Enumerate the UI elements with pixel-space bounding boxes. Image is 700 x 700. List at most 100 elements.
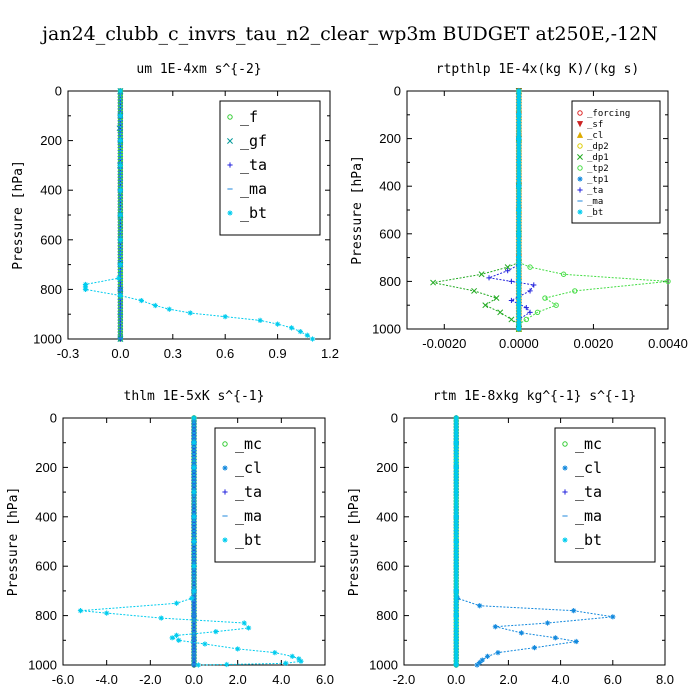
series-group bbox=[453, 415, 616, 668]
data-point bbox=[516, 116, 522, 123]
data-point bbox=[484, 653, 491, 659]
data-point bbox=[516, 111, 522, 117]
data-point bbox=[508, 316, 515, 323]
data-point bbox=[453, 554, 459, 560]
legend-box bbox=[554, 427, 656, 563]
data-point bbox=[453, 572, 459, 578]
data-point bbox=[560, 271, 567, 277]
x-tick-label: -0.3 bbox=[57, 346, 79, 361]
data-point bbox=[531, 282, 537, 288]
series-line-bt bbox=[85, 91, 313, 340]
data-point bbox=[453, 498, 459, 504]
x-tick-label: -2.0 bbox=[393, 672, 415, 687]
data-point bbox=[516, 302, 522, 308]
x-tick-label: 4.0 bbox=[272, 672, 290, 687]
data-point bbox=[516, 131, 522, 137]
data-point bbox=[516, 214, 522, 220]
data-point bbox=[453, 566, 459, 572]
data-point bbox=[453, 510, 459, 516]
legend-marker bbox=[577, 110, 583, 116]
data-point bbox=[138, 297, 144, 304]
data-point bbox=[516, 174, 522, 180]
data-point bbox=[453, 465, 459, 471]
data-point bbox=[453, 548, 459, 554]
x-tick-label: -4.0 bbox=[95, 672, 117, 687]
data-point bbox=[665, 278, 671, 285]
data-point bbox=[189, 595, 195, 601]
data-point bbox=[213, 629, 219, 635]
data-point bbox=[191, 464, 197, 470]
data-point bbox=[516, 322, 522, 328]
data-point bbox=[516, 219, 522, 225]
y-tick-label: 800 bbox=[40, 282, 62, 297]
data-point bbox=[516, 188, 522, 194]
data-point bbox=[516, 119, 522, 126]
legend-entry: _cl bbox=[575, 459, 602, 477]
y-tick-label: 800 bbox=[376, 608, 398, 623]
data-point bbox=[516, 225, 522, 231]
x-tick-label: 6.0 bbox=[316, 672, 334, 687]
legend-marker bbox=[222, 441, 228, 447]
data-point bbox=[516, 308, 522, 314]
data-point bbox=[453, 483, 459, 489]
data-point bbox=[516, 265, 522, 271]
x-tick-label: -6.0 bbox=[52, 672, 74, 687]
data-point bbox=[117, 187, 123, 193]
series-line-bt bbox=[80, 418, 302, 666]
data-point bbox=[453, 545, 459, 552]
y-tick-label: 200 bbox=[40, 133, 62, 148]
data-point bbox=[531, 645, 538, 651]
data-point bbox=[453, 646, 459, 652]
x-tick-label: 0.0020 bbox=[574, 336, 614, 351]
y-tick-label: 200 bbox=[376, 460, 398, 475]
data-point bbox=[453, 418, 459, 424]
x-tick-label: 2.0 bbox=[499, 672, 517, 687]
data-point bbox=[453, 459, 459, 466]
data-point bbox=[453, 557, 459, 563]
data-point bbox=[453, 581, 459, 587]
data-point bbox=[117, 88, 123, 94]
data-point bbox=[117, 293, 123, 299]
legend-marker bbox=[227, 210, 233, 216]
data-point bbox=[430, 279, 437, 286]
data-point bbox=[453, 436, 459, 442]
legend-marker bbox=[562, 441, 568, 447]
figure-title: jan24_clubb_c_invrs_tau_n2_clear_wp3m BU… bbox=[40, 23, 658, 45]
legend-entry: _mc bbox=[575, 435, 602, 453]
data-point bbox=[571, 608, 577, 614]
data-point bbox=[453, 453, 459, 460]
data-point bbox=[516, 199, 522, 205]
y-tick-label: 1000 bbox=[372, 322, 401, 337]
data-point bbox=[297, 328, 303, 335]
data-point bbox=[453, 525, 459, 531]
data-point bbox=[453, 608, 459, 614]
legend-entry: _tp2 bbox=[587, 164, 609, 174]
data-point bbox=[283, 660, 289, 666]
data-point bbox=[453, 504, 459, 510]
data-point bbox=[176, 637, 182, 643]
data-point bbox=[453, 634, 459, 640]
data-point bbox=[453, 477, 459, 483]
data-point bbox=[516, 291, 522, 297]
legend-marker bbox=[577, 176, 583, 182]
data-point bbox=[296, 656, 302, 662]
data-point bbox=[516, 168, 522, 174]
legend-marker bbox=[227, 114, 233, 120]
data-point bbox=[453, 593, 459, 599]
data-point bbox=[82, 286, 89, 292]
data-point bbox=[191, 563, 197, 569]
data-point bbox=[516, 151, 522, 157]
legend-marker bbox=[222, 465, 228, 471]
y-tick-label: 0 bbox=[55, 84, 62, 99]
panel-title: rtpthlp 1E-4x(kg K)/(kg s) bbox=[436, 62, 640, 77]
data-point bbox=[173, 632, 180, 638]
data-point bbox=[222, 314, 228, 320]
x-tick-label: -0.0020 bbox=[422, 336, 466, 351]
data-point bbox=[516, 288, 522, 294]
series-line-ta bbox=[487, 91, 535, 329]
y-axis-label: Pressure [hPa] bbox=[347, 487, 362, 597]
data-point bbox=[191, 538, 197, 545]
legend: _forcing_sf_cl_dp2_dp1_tp2_tp1_ta_ma_bt bbox=[571, 100, 661, 224]
